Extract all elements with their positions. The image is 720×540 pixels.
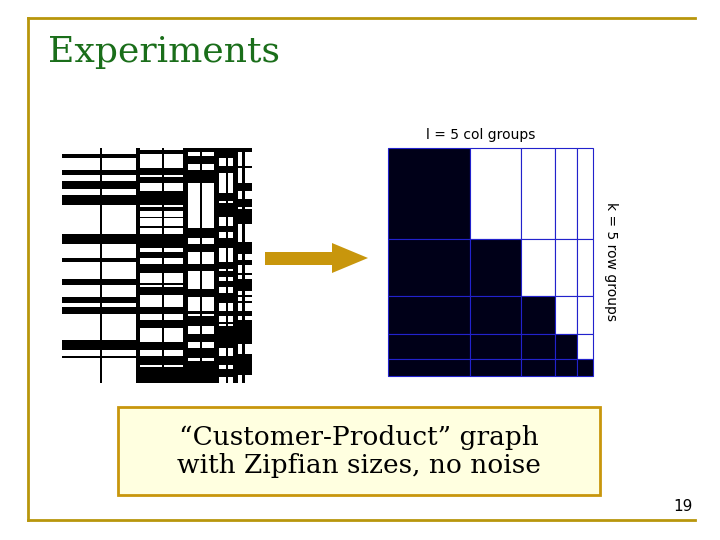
- Bar: [470, 148, 521, 239]
- Text: Experiments: Experiments: [48, 35, 280, 69]
- Bar: [388, 296, 470, 334]
- Bar: [555, 296, 577, 334]
- Bar: [555, 239, 577, 296]
- Bar: [388, 359, 470, 376]
- Bar: [555, 359, 577, 376]
- Bar: [521, 334, 555, 359]
- Bar: [577, 239, 593, 296]
- Bar: [577, 359, 593, 376]
- Bar: [470, 296, 521, 334]
- Bar: [470, 334, 521, 359]
- Polygon shape: [265, 252, 332, 265]
- Bar: [555, 148, 577, 239]
- Bar: [555, 334, 577, 359]
- Bar: [577, 148, 593, 239]
- Polygon shape: [332, 243, 368, 273]
- Text: with Zipfian sizes, no noise: with Zipfian sizes, no noise: [177, 454, 541, 478]
- Bar: [388, 239, 470, 296]
- Bar: [521, 239, 555, 296]
- Text: k = 5 row groups: k = 5 row groups: [604, 202, 618, 321]
- Bar: [577, 296, 593, 334]
- Bar: [521, 148, 555, 239]
- Text: l = 5 col groups: l = 5 col groups: [426, 128, 535, 142]
- Bar: [388, 148, 470, 239]
- Bar: [521, 296, 555, 334]
- Bar: [577, 334, 593, 359]
- FancyBboxPatch shape: [118, 407, 600, 495]
- Text: 19: 19: [674, 499, 693, 514]
- Bar: [470, 359, 521, 376]
- Bar: [388, 334, 470, 359]
- Bar: [470, 239, 521, 296]
- Bar: [521, 359, 555, 376]
- Text: “Customer-Product” graph: “Customer-Product” graph: [179, 426, 539, 450]
